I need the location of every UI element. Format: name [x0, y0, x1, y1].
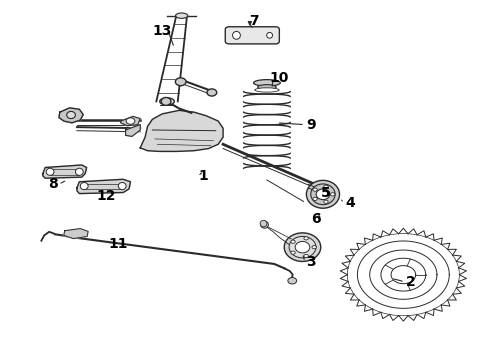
Polygon shape: [64, 229, 88, 239]
Polygon shape: [125, 125, 140, 136]
Text: 13: 13: [152, 24, 172, 38]
Ellipse shape: [161, 98, 171, 105]
Polygon shape: [121, 116, 140, 126]
Ellipse shape: [313, 197, 317, 201]
Text: 6: 6: [311, 212, 320, 226]
Ellipse shape: [261, 221, 269, 228]
Polygon shape: [43, 165, 87, 178]
Ellipse shape: [267, 32, 272, 38]
Ellipse shape: [253, 80, 280, 86]
Ellipse shape: [312, 246, 317, 249]
Text: 7: 7: [249, 14, 259, 28]
Text: 3: 3: [306, 255, 316, 269]
Ellipse shape: [316, 189, 330, 200]
Ellipse shape: [255, 88, 279, 92]
Ellipse shape: [313, 188, 317, 191]
Text: 9: 9: [306, 118, 316, 132]
Ellipse shape: [291, 240, 295, 243]
Ellipse shape: [207, 89, 217, 96]
Text: 10: 10: [270, 71, 289, 85]
Ellipse shape: [75, 168, 83, 175]
Ellipse shape: [67, 111, 75, 118]
Text: 2: 2: [406, 275, 416, 289]
Polygon shape: [140, 111, 223, 152]
Ellipse shape: [80, 183, 88, 190]
Polygon shape: [59, 108, 83, 123]
FancyBboxPatch shape: [225, 27, 279, 44]
Ellipse shape: [160, 98, 174, 105]
Polygon shape: [77, 179, 130, 194]
Ellipse shape: [288, 278, 296, 284]
Ellipse shape: [46, 168, 54, 175]
Text: 12: 12: [97, 189, 116, 203]
Text: 11: 11: [109, 237, 128, 251]
Ellipse shape: [311, 184, 335, 204]
Ellipse shape: [324, 185, 328, 188]
Ellipse shape: [331, 193, 335, 196]
Ellipse shape: [304, 237, 308, 240]
Text: 4: 4: [345, 196, 355, 210]
Ellipse shape: [126, 118, 135, 124]
Ellipse shape: [258, 85, 276, 90]
Ellipse shape: [118, 183, 126, 190]
Text: 1: 1: [199, 170, 208, 184]
Ellipse shape: [260, 220, 267, 227]
Ellipse shape: [306, 180, 340, 208]
Ellipse shape: [324, 200, 328, 203]
Ellipse shape: [175, 78, 186, 86]
Ellipse shape: [284, 233, 321, 261]
Ellipse shape: [291, 251, 295, 254]
Ellipse shape: [304, 255, 308, 258]
Ellipse shape: [295, 242, 310, 253]
Text: 5: 5: [320, 185, 330, 199]
Ellipse shape: [233, 31, 241, 39]
Ellipse shape: [289, 237, 316, 258]
Ellipse shape: [175, 13, 188, 18]
Text: 8: 8: [48, 177, 57, 191]
